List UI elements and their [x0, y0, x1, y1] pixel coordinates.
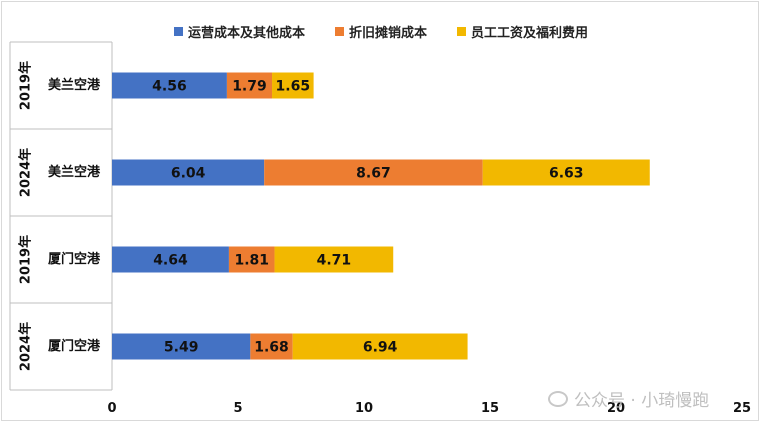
year-label: 2019年: [18, 235, 34, 284]
bar-segment: [112, 159, 265, 186]
bar-segment: [274, 246, 394, 273]
airport-label: 厦门空港: [48, 251, 101, 267]
bar-segment: [228, 246, 275, 273]
airport-label: 厦门空港: [48, 338, 101, 354]
airport-label: 美兰空港: [48, 77, 101, 93]
watermark: 公众号 · 小琦慢跑: [548, 386, 709, 411]
data-label: 4.71: [317, 253, 352, 269]
bar-segment: [112, 246, 229, 273]
x-tick-label: 10: [355, 401, 373, 416]
bar-segment: [250, 333, 293, 360]
x-tick-label: 5: [233, 401, 242, 416]
legend-swatch: [173, 27, 183, 36]
x-tick-label: 25: [733, 401, 751, 416]
legend-item-depreciation: 折旧摊销成本: [334, 22, 427, 41]
data-label: 6.04: [171, 166, 206, 182]
x-tick-label: 15: [481, 401, 499, 416]
bar-segment: [226, 72, 273, 99]
year-label: 2024年: [18, 148, 34, 197]
legend-swatch: [457, 27, 466, 36]
bar-segment: [292, 333, 468, 360]
legend: 运营成本及其他成本 折旧摊销成本 员工工资及福利费用: [0, 22, 762, 41]
legend-label: 员工工资及福利费用: [471, 26, 589, 41]
year-label: 2019年: [18, 61, 34, 110]
x-tick-label: 20: [607, 401, 625, 416]
bar-segment: [264, 159, 483, 186]
x-tick-label: 0: [107, 401, 116, 416]
legend-label: 运营成本及其他成本: [187, 26, 305, 41]
data-label: 1.81: [234, 253, 269, 269]
legend-item-salary: 员工工资及福利费用: [457, 22, 588, 41]
bar-segment: [272, 72, 314, 99]
data-label: 1.68: [254, 340, 289, 356]
data-label: 5.49: [164, 340, 199, 356]
year-label: 2024年: [18, 322, 34, 371]
bar-segment: [112, 72, 227, 99]
data-label: 4.56: [152, 79, 187, 95]
watermark-text: 公众号 · 小琦慢跑: [574, 391, 710, 411]
data-label: 1.79: [232, 79, 267, 95]
data-label: 6.63: [549, 166, 584, 182]
data-label: 6.94: [363, 340, 398, 356]
bar-segment: [482, 159, 650, 186]
airport-label: 美兰空港: [48, 164, 101, 180]
data-label: 4.64: [153, 253, 188, 269]
legend-item-operating: 运营成本及其他成本: [173, 22, 305, 41]
data-label: 1.65: [276, 79, 311, 95]
legend-label: 折旧摊销成本: [348, 26, 427, 41]
bar-segment: [112, 333, 251, 360]
data-label: 8.67: [356, 166, 391, 182]
legend-swatch: [334, 27, 344, 36]
wechat-icon: [548, 390, 568, 407]
